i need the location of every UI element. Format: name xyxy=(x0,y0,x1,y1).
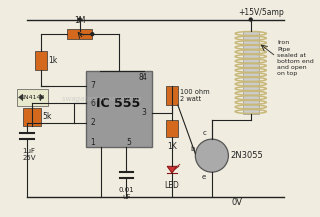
Text: 6: 6 xyxy=(90,99,95,108)
Text: b: b xyxy=(190,146,194,152)
Text: 5: 5 xyxy=(126,138,131,146)
Text: 1: 1 xyxy=(90,138,95,146)
Text: 3: 3 xyxy=(142,108,147,117)
Text: 1k: 1k xyxy=(49,56,58,65)
FancyBboxPatch shape xyxy=(85,71,152,147)
Text: 1N4148: 1N4148 xyxy=(20,95,44,100)
Text: 4: 4 xyxy=(142,73,147,82)
Circle shape xyxy=(91,33,94,36)
FancyBboxPatch shape xyxy=(166,120,178,137)
Text: 7: 7 xyxy=(90,81,95,90)
FancyBboxPatch shape xyxy=(17,89,48,106)
Text: 1uF
25V: 1uF 25V xyxy=(22,148,36,161)
Text: 1M: 1M xyxy=(74,16,85,25)
FancyBboxPatch shape xyxy=(166,86,178,105)
Circle shape xyxy=(78,18,81,21)
Text: 2: 2 xyxy=(90,118,95,127)
Polygon shape xyxy=(167,166,177,173)
Polygon shape xyxy=(19,94,22,100)
Text: 1K: 1K xyxy=(167,142,177,151)
FancyBboxPatch shape xyxy=(67,29,92,39)
Text: 8: 8 xyxy=(138,73,143,82)
FancyBboxPatch shape xyxy=(243,31,259,114)
Text: 2N3055: 2N3055 xyxy=(230,151,263,160)
FancyBboxPatch shape xyxy=(35,51,47,70)
Text: Iron
Pipe
sealed at
bottom end
and open
on top: Iron Pipe sealed at bottom end and open … xyxy=(277,40,314,76)
Circle shape xyxy=(195,139,228,172)
FancyBboxPatch shape xyxy=(23,108,41,125)
Text: 100 ohm
2 watt: 100 ohm 2 watt xyxy=(180,89,209,102)
Text: IC 555: IC 555 xyxy=(96,97,141,110)
Text: swagatam innovations: swagatam innovations xyxy=(62,96,142,102)
Text: 0V: 0V xyxy=(231,198,242,207)
Text: 0.01
uF: 0.01 uF xyxy=(118,187,134,200)
Circle shape xyxy=(249,18,252,21)
Text: e: e xyxy=(202,174,206,180)
Text: c: c xyxy=(202,130,206,136)
Text: LED: LED xyxy=(164,181,180,190)
Text: +15V/5amp: +15V/5amp xyxy=(238,8,284,17)
Text: 5k: 5k xyxy=(43,112,52,121)
Polygon shape xyxy=(40,94,44,100)
